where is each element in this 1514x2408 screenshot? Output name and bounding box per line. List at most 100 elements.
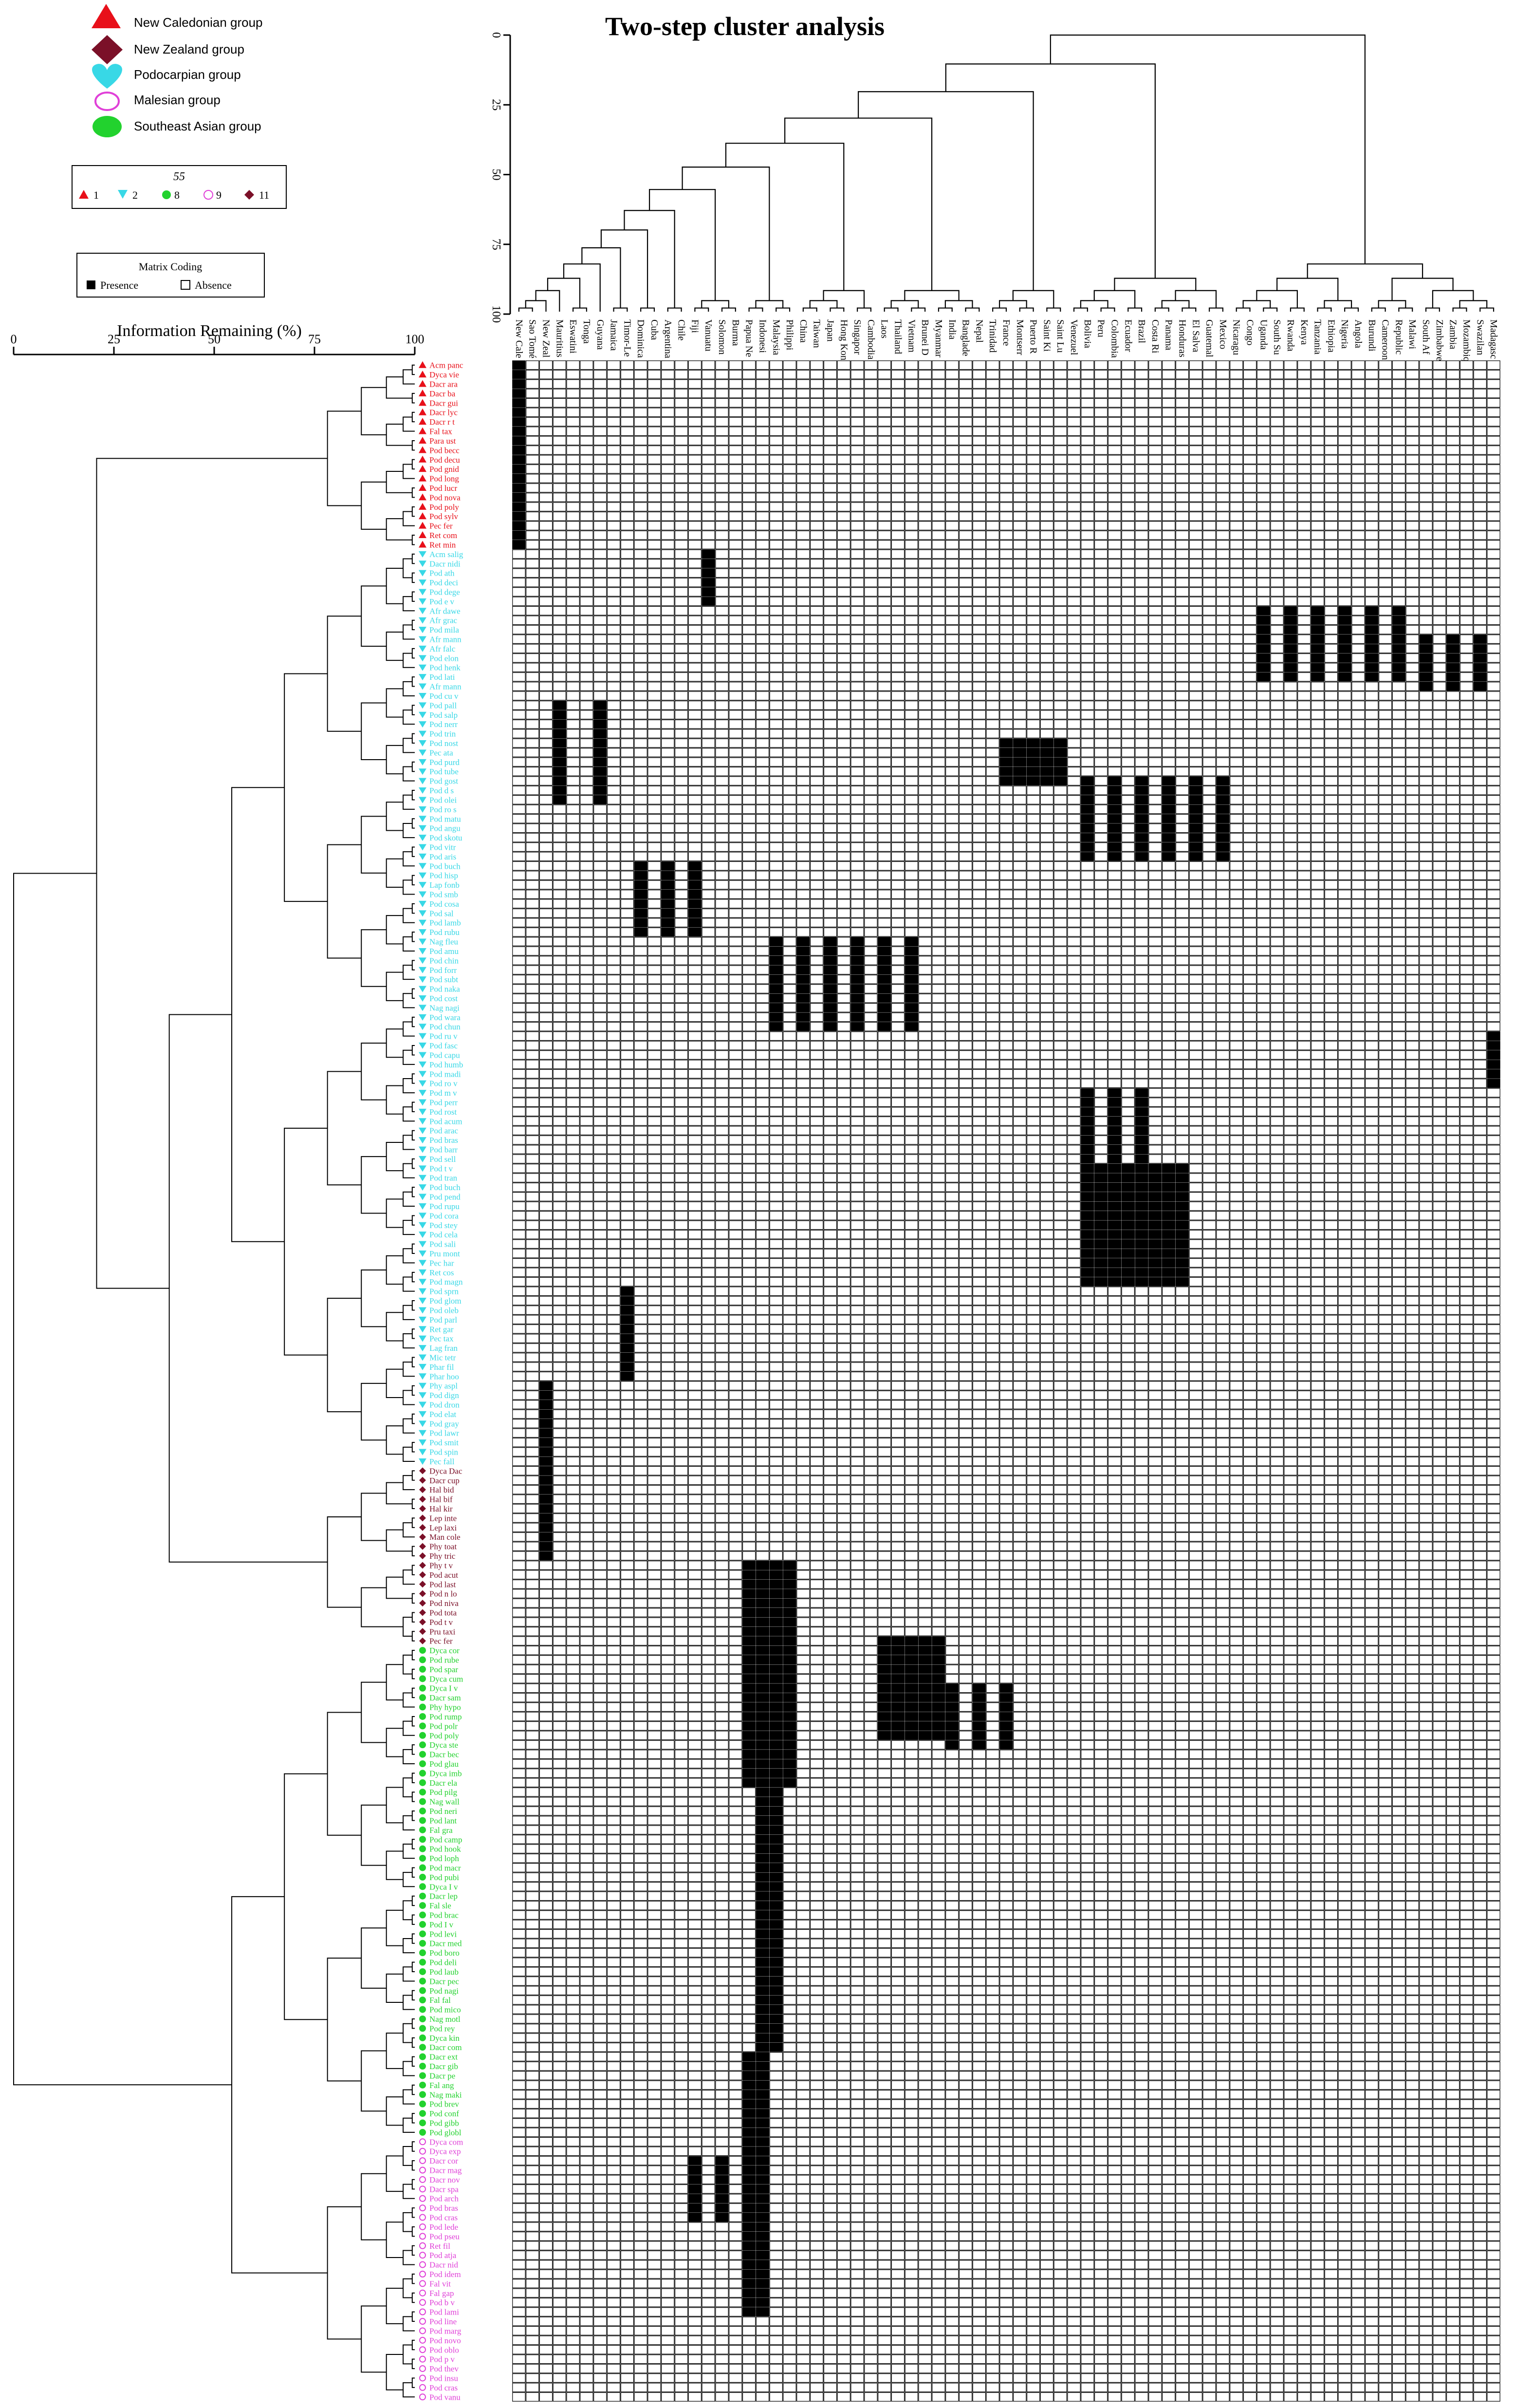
- presence-cell: [553, 795, 567, 804]
- absence-cell: [526, 757, 539, 767]
- absence-cell: [986, 483, 999, 493]
- absence-cell: [810, 766, 824, 776]
- absence-cell: [1297, 814, 1311, 823]
- absence-cell: [1351, 606, 1365, 616]
- absence-cell: [674, 625, 688, 635]
- absence-cell: [1243, 464, 1257, 474]
- absence-cell: [1175, 559, 1189, 568]
- absence-cell: [647, 747, 661, 757]
- absence-cell: [526, 663, 539, 672]
- absence-cell: [1365, 568, 1379, 578]
- species-label-row: Fal gap: [419, 2289, 454, 2298]
- absence-cell: [986, 606, 999, 616]
- absence-cell: [674, 408, 688, 417]
- absence-cell: [1297, 785, 1311, 795]
- absence-cell: [1433, 729, 1446, 739]
- absence-cell: [539, 597, 553, 606]
- absence-cell: [1189, 890, 1203, 899]
- species-label: Lep inte: [429, 1513, 457, 1523]
- species-label: Pec tax: [429, 1334, 454, 1344]
- absence-cell: [850, 757, 864, 767]
- absence-cell: [1121, 663, 1135, 672]
- species-label-row: Fal ang: [419, 2081, 454, 2090]
- absence-cell: [796, 899, 810, 909]
- absence-cell: [1338, 682, 1351, 691]
- absence-cell: [1297, 890, 1311, 899]
- group-marker-icon: [419, 759, 426, 765]
- absence-cell: [1270, 833, 1284, 842]
- absence-cell: [850, 474, 864, 484]
- absence-cell: [1189, 492, 1203, 502]
- absence-cell: [796, 776, 810, 786]
- presence-cell: [1338, 644, 1351, 653]
- absence-cell: [864, 587, 878, 597]
- absence-cell: [729, 691, 742, 701]
- absence-cell: [1324, 653, 1338, 663]
- absence-cell: [1026, 880, 1040, 890]
- absence-cell: [769, 511, 783, 521]
- absence-cell: [959, 738, 973, 748]
- species-label-row: Pod aris: [419, 852, 456, 861]
- species-label: Pod ath: [429, 569, 455, 578]
- absence-cell: [1256, 691, 1271, 701]
- absence-cell: [918, 549, 932, 559]
- absence-cell: [1270, 785, 1284, 795]
- region-label: Madagasc: [1488, 319, 1499, 359]
- absence-cell: [891, 766, 905, 776]
- absence-cell: [620, 644, 634, 653]
- absence-cell: [539, 899, 553, 909]
- absence-cell: [647, 880, 661, 890]
- presence-cell: [1026, 738, 1040, 748]
- axis-tick-label: 25: [108, 332, 120, 346]
- group-marker-icon: [419, 1713, 426, 1720]
- absence-cell: [1053, 804, 1067, 814]
- absence-cell: [864, 719, 878, 729]
- absence-cell: [674, 861, 688, 871]
- absence-cell: [1459, 738, 1474, 748]
- species-label: Dacr lyc: [429, 408, 458, 417]
- absence-cell: [1162, 719, 1176, 729]
- absence-cell: [878, 719, 891, 729]
- absence-cell: [905, 682, 919, 691]
- absence-cell: [1324, 521, 1338, 531]
- absence-cell: [1175, 427, 1189, 436]
- absence-cell: [1067, 719, 1081, 729]
- absence-cell: [837, 757, 851, 767]
- absence-cell: [810, 606, 824, 616]
- absence-cell: [986, 616, 999, 625]
- absence-cell: [607, 700, 621, 710]
- absence-cell: [526, 861, 539, 871]
- absence-cell: [1338, 738, 1351, 748]
- absence-cell: [850, 663, 864, 672]
- absence-cell: [1419, 559, 1433, 568]
- absence-cell: [1243, 653, 1257, 663]
- absence-cell: [1487, 606, 1500, 616]
- absence-cell: [864, 842, 878, 852]
- absence-cell: [1108, 568, 1122, 578]
- absence-cell: [891, 852, 905, 861]
- absence-cell: [526, 455, 539, 465]
- absence-cell: [945, 549, 959, 559]
- absence-cell: [702, 833, 715, 842]
- group-marker-icon: [419, 371, 426, 378]
- absence-cell: [553, 653, 567, 663]
- absence-cell: [1284, 389, 1297, 398]
- absence-cell: [959, 370, 973, 379]
- absence-cell: [1230, 871, 1243, 880]
- absence-cell: [1351, 729, 1365, 739]
- absence-cell: [959, 700, 973, 710]
- absence-cell: [1094, 880, 1108, 890]
- group-marker-icon: [419, 2063, 426, 2070]
- absence-cell: [1013, 379, 1027, 389]
- absence-cell: [972, 597, 986, 606]
- absence-cell: [1121, 804, 1135, 814]
- species-label: Pod wara: [429, 1013, 461, 1022]
- presence-cell: [1284, 663, 1297, 672]
- absence-cell: [1053, 635, 1067, 644]
- absence-cell: [674, 653, 688, 663]
- absence-cell: [1040, 890, 1054, 899]
- absence-cell: [593, 511, 607, 521]
- absence-cell: [1473, 700, 1487, 710]
- absence-cell: [1256, 747, 1271, 757]
